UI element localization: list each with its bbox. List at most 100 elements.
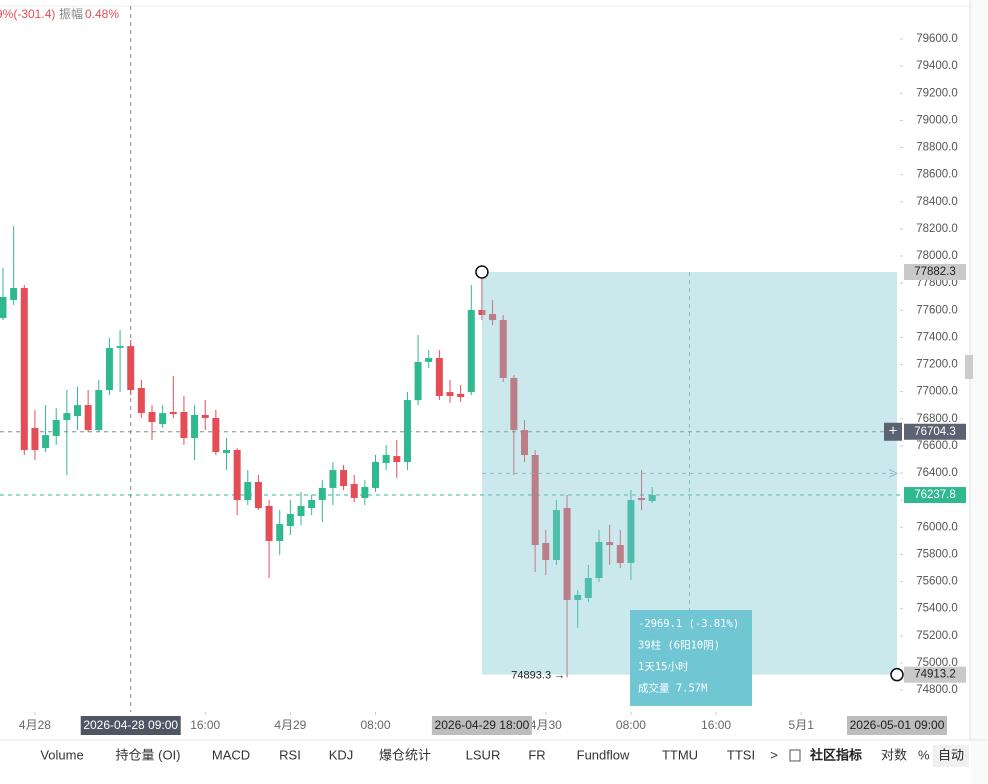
y-tick-label: 77000.0 (916, 386, 958, 398)
y-tick-label: 79400.0 (916, 60, 958, 72)
indicator-tab[interactable]: 爆仓统计 (379, 747, 431, 762)
side-panel (971, 0, 988, 784)
edit-icon[interactable] (789, 749, 801, 762)
log-toggle[interactable]: 对数 (881, 747, 907, 762)
candle-body (137, 387, 145, 414)
y-tick-label: 75200.0 (916, 630, 958, 642)
y-tick-label: 79200.0 (916, 87, 958, 99)
x-tick-label: 4月30 (530, 718, 562, 732)
low-arrow: → (554, 669, 565, 681)
measure-end-date-box (847, 716, 947, 735)
last-price-label-box (904, 487, 966, 504)
candle-body (212, 417, 220, 453)
y-tick-label: 74800.0 (916, 684, 958, 696)
candle-body (435, 358, 443, 396)
measure-start-date-box (431, 716, 532, 735)
candle-body (169, 411, 177, 415)
y-tick-label: 75400.0 (916, 603, 958, 615)
crosshair-date-label-box (80, 716, 181, 735)
indicator-tab[interactable]: FR (528, 747, 545, 762)
indicator-tab[interactable]: 持仓量 (OI) (116, 747, 181, 762)
candle-body (286, 513, 294, 527)
candle-body (616, 545, 624, 563)
percent-toggle[interactable]: % (918, 747, 930, 762)
candle-body (606, 542, 614, 546)
auto-toggle[interactable]: 自动 (938, 747, 964, 762)
candle-body (627, 500, 635, 563)
candle-body (74, 405, 81, 417)
crosshair-date-label: 2026-04-28 09:00 (83, 718, 178, 732)
measure-end-label: 74913.2 (914, 669, 956, 681)
candle-body (308, 500, 316, 509)
candle-body (276, 524, 284, 541)
side-toggle[interactable] (965, 355, 973, 379)
candle-body (31, 427, 39, 450)
y-tick-label: 77400.0 (916, 331, 958, 343)
indicator-tab[interactable]: RSI (279, 747, 301, 762)
candle-body (382, 454, 390, 463)
x-tick-label: 16:00 (190, 718, 220, 732)
candle-body (148, 411, 156, 423)
candle-body (531, 454, 539, 546)
candle-body (478, 309, 486, 316)
x-tick-label: 16:00 (701, 718, 731, 732)
candle-body (521, 430, 528, 455)
y-tick-label: 77600.0 (916, 304, 958, 316)
y-tick-label: 78600.0 (916, 169, 958, 181)
crosshair-add-button[interactable] (884, 422, 902, 441)
community-indicator[interactable]: 社区指标 (809, 747, 862, 762)
y-tick-label: 78200.0 (916, 223, 958, 235)
candle-body (361, 486, 369, 498)
indicator-tab[interactable]: LSUR (466, 747, 501, 762)
header-amp-label: 振幅 (59, 6, 83, 21)
y-tick-label: 78800.0 (916, 142, 958, 154)
candle-body (595, 542, 603, 579)
measure-info-line: -2969.1 (-3.81%) (638, 618, 739, 630)
candle-body (499, 320, 507, 378)
candle-body (52, 419, 60, 436)
auto-toggle-box[interactable] (933, 745, 969, 767)
indicator-tab[interactable]: TTMU (662, 747, 698, 762)
indicator-tab[interactable]: Fundflow (577, 747, 630, 762)
x-tick-label: 08:00 (360, 718, 390, 732)
candle-body (116, 346, 124, 348)
measure-start-label: 77882.3 (914, 266, 956, 278)
crosshair-price-label-box (904, 423, 966, 440)
candle-body (180, 411, 188, 439)
candle-body (372, 462, 379, 488)
candle-body (42, 435, 50, 449)
measure-end-label-box (904, 666, 966, 683)
measure-info-line: 39柱 (6阳10阴) (638, 639, 720, 652)
indicator-tab[interactable]: MACD (212, 747, 250, 762)
measure-handle[interactable] (475, 265, 489, 279)
tab-more[interactable]: > (770, 747, 778, 762)
crosshair-add-icon[interactable]: + (889, 423, 898, 440)
candle-body (244, 481, 252, 501)
indicator-tab[interactable]: Volume (40, 747, 83, 762)
measure-handle[interactable] (890, 667, 904, 682)
candle-body (201, 414, 209, 418)
indicator-tab[interactable]: TTSI (727, 747, 755, 762)
x-tick-label: 4月29 (274, 718, 306, 732)
y-tick-label: 75600.0 (916, 576, 958, 588)
candle-body (446, 392, 454, 396)
candle-body (105, 347, 113, 391)
candle-body (563, 508, 571, 600)
crosshair-price-label: 76704.3 (914, 426, 956, 438)
y-tick-label: 77200.0 (916, 359, 958, 371)
measure-info-line: 成交量 7.57M (638, 682, 707, 695)
candle-body (638, 497, 646, 501)
measure-end-date: 2026-05-01 09:00 (850, 718, 945, 732)
y-tick-label: 77800.0 (916, 277, 958, 289)
candle-body (265, 505, 273, 541)
candle-body (489, 314, 497, 321)
header-amp: 0.48% (85, 7, 119, 21)
candle-body (254, 481, 262, 509)
candle-body (0, 296, 7, 319)
indicator-tab[interactable]: KDJ (329, 747, 354, 762)
candle-body (95, 390, 103, 431)
candle-body (648, 495, 656, 501)
candle-body (510, 377, 518, 431)
